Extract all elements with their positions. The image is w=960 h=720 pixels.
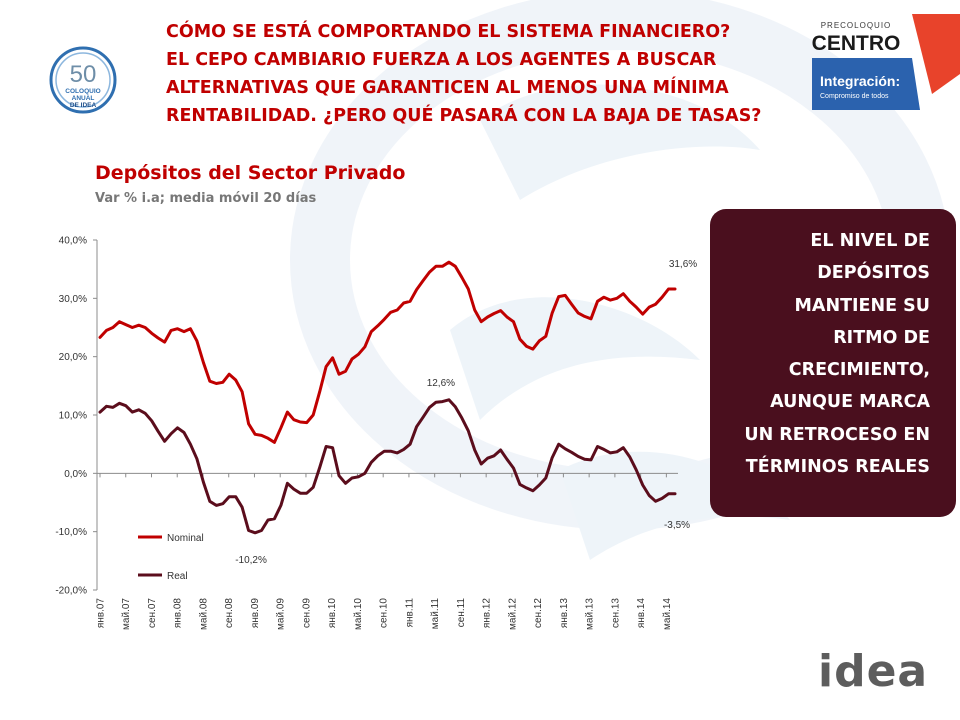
centro-top-text: PRECOLOQUIO xyxy=(821,21,892,30)
y-tick-label: 40,0% xyxy=(59,236,87,247)
header-line-3: ALTERNATIVAS QUE GARANTICEN AL MENOS UNA… xyxy=(166,78,729,98)
x-tick-label: янв.10 xyxy=(327,598,338,629)
callout-line-4: RITMO DE xyxy=(833,327,930,348)
y-tick-label: 10,0% xyxy=(59,411,87,422)
callout-line-5: CRECIMIENTO, xyxy=(788,360,930,381)
x-tick-label: янв.07 xyxy=(96,598,107,629)
data-label: 12,6% xyxy=(427,378,455,389)
header-line-2: EL CEPO CAMBIARIO FUERZA A LOS AGENTES A… xyxy=(166,50,717,70)
legend-label-nominal: Nominal xyxy=(167,533,204,544)
x-tick-label: сен.13 xyxy=(610,598,621,628)
series-line-real xyxy=(98,398,677,535)
coloquio-number: 50 xyxy=(70,61,97,88)
callout-box: EL NIVEL DE DEPÓSITOS MANTIENE SU RITMO … xyxy=(710,209,956,517)
coloquio-logo: 50 COLOQUIO ANUAL DE IDEA xyxy=(49,46,117,114)
centro-sub: Compromiso de todos xyxy=(820,93,889,100)
chart-title: Depósitos del Sector Privado xyxy=(95,162,406,184)
x-tick-label: янв.12 xyxy=(482,598,493,629)
y-tick-label: 30,0% xyxy=(59,294,87,305)
data-label: -10,2% xyxy=(235,555,267,566)
x-tick-label: май.09 xyxy=(276,598,287,630)
x-tick-label: май.12 xyxy=(507,598,518,630)
x-tick-label: сен.07 xyxy=(147,598,158,628)
x-tick-label: май.14 xyxy=(662,598,673,630)
y-tick-label: -20,0% xyxy=(55,586,87,597)
x-tick-label: май.07 xyxy=(121,598,132,630)
x-tick-label: янв.08 xyxy=(173,598,184,629)
x-tick-label: янв.14 xyxy=(636,598,647,629)
header-line-4: RENTABILIDAD. ¿PERO QUÉ PASARÁ CON LA BA… xyxy=(166,106,762,126)
x-tick-label: сен.09 xyxy=(301,598,312,628)
x-tick-label: сен.12 xyxy=(533,598,544,628)
callout-line-6: AUNQUE MARCA xyxy=(770,392,930,413)
callout-line-1: EL NIVEL DE xyxy=(810,231,930,251)
slide-header: CÓMO SE ESTÁ COMPORTANDO EL SISTEMA FINA… xyxy=(166,18,766,130)
centro-logo: PRECOLOQUIO CENTRO Integración: Compromi… xyxy=(812,14,960,110)
series-line-nominal xyxy=(98,260,677,444)
coloquio-line3: DE IDEA xyxy=(70,102,97,109)
legend-label-real: Real xyxy=(167,571,188,582)
y-tick-label: -10,0% xyxy=(55,527,87,538)
y-tick-label: 20,0% xyxy=(59,352,87,363)
x-tick-label: янв.13 xyxy=(559,598,570,629)
centro-tag: Integración: xyxy=(820,73,900,89)
x-tick-label: янв.11 xyxy=(404,598,415,628)
idea-logo: idea xyxy=(818,646,929,697)
coloquio-line1: COLOQUIO xyxy=(65,88,100,95)
callout-line-8: TÉRMINOS REALES xyxy=(745,457,930,478)
callout-line-2: DEPÓSITOS xyxy=(817,263,930,284)
coloquio-line2: ANUAL xyxy=(72,95,95,102)
header-line-1: CÓMO SE ESTÁ COMPORTANDO EL SISTEMA FINA… xyxy=(166,22,731,42)
data-label: 31,6% xyxy=(669,259,697,270)
centro-name: CENTRO xyxy=(812,32,900,55)
x-tick-label: май.11 xyxy=(430,598,441,630)
x-tick-label: май.08 xyxy=(198,598,209,630)
x-tick-label: янв.09 xyxy=(250,598,261,629)
callout-line-3: MANTIENE SU xyxy=(794,295,930,316)
x-tick-label: сен.11 xyxy=(456,598,467,628)
x-tick-label: сен.08 xyxy=(224,598,235,628)
chart-subtitle: Var % i.a; media móvil 20 días xyxy=(95,191,317,206)
data-label: -3,5% xyxy=(664,520,690,531)
x-tick-label: сен.10 xyxy=(379,598,390,628)
callout-line-7: UN RETROCESO EN xyxy=(744,424,930,445)
x-tick-label: май.13 xyxy=(585,598,596,630)
y-tick-label: 0,0% xyxy=(64,469,87,480)
x-tick-label: май.10 xyxy=(353,598,364,630)
